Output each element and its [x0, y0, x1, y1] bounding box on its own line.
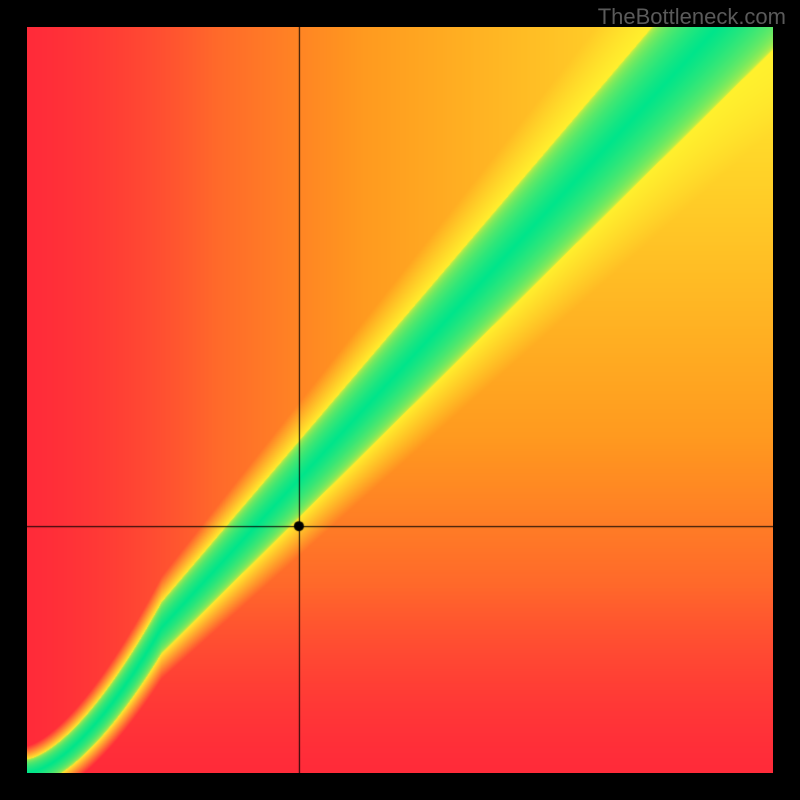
heatmap-plot [27, 27, 773, 773]
heatmap-canvas [27, 27, 773, 773]
watermark-text: TheBottleneck.com [598, 4, 786, 30]
chart-container: TheBottleneck.com [0, 0, 800, 800]
